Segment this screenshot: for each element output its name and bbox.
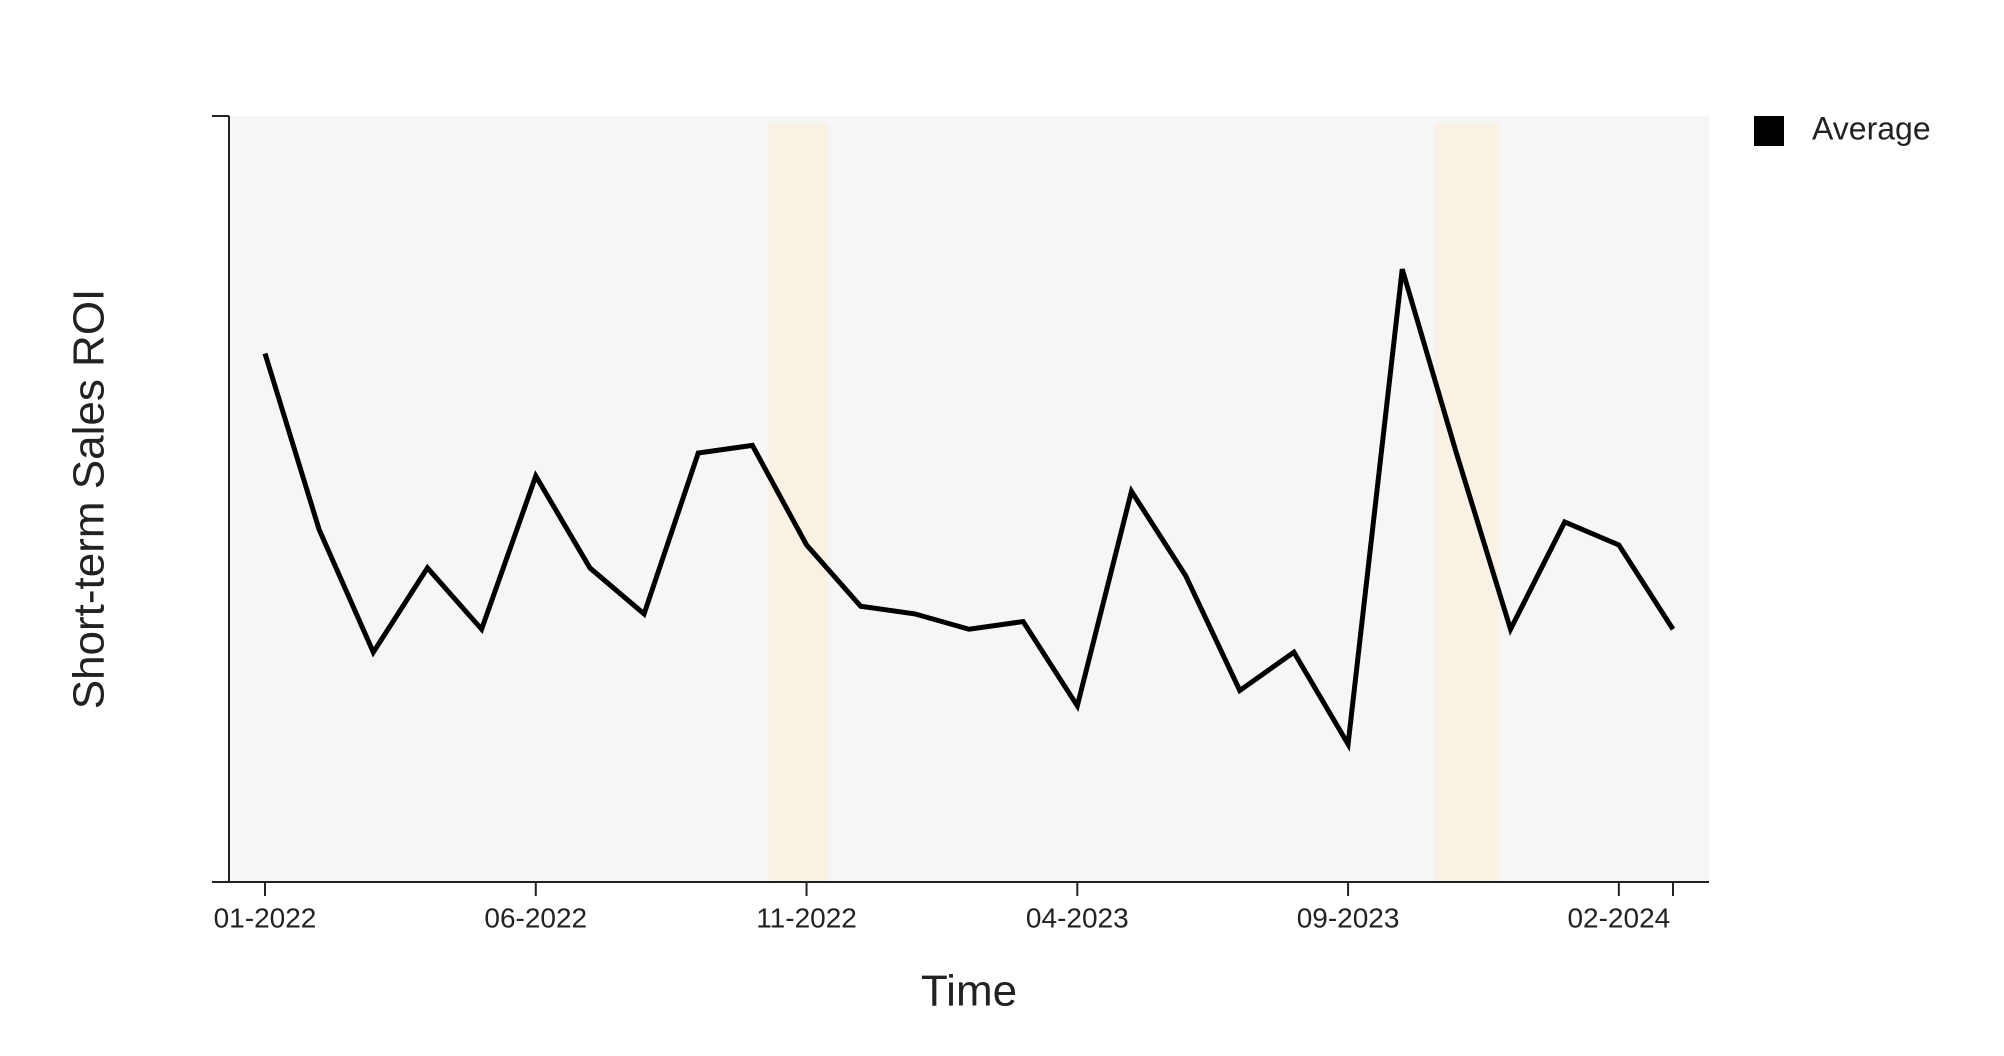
highlight-band (768, 123, 829, 881)
x-tick-label: 09-2023 (1297, 902, 1400, 933)
x-tick-label: 06-2022 (484, 902, 587, 933)
x-tick-label: 11-2022 (756, 902, 857, 933)
legend-swatch (1754, 116, 1784, 146)
y-axis-label: Short-term Sales ROI (65, 289, 114, 710)
highlight-layer (768, 123, 1500, 881)
x-tick-label: 01-2022 (214, 902, 317, 933)
x-axis-label: Time (921, 967, 1017, 1016)
line-series (262, 268, 1676, 752)
mark-layer (262, 268, 1676, 752)
x-tick-label: 02-2024 (1567, 902, 1670, 933)
x-tick-label: 04-2023 (1026, 902, 1129, 933)
legend-label: Average (1812, 110, 1931, 146)
highlight-band (1434, 123, 1500, 881)
